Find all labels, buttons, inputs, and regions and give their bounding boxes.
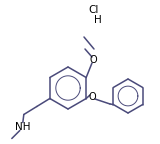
Text: O: O <box>88 92 96 102</box>
Text: H: H <box>94 15 102 25</box>
Text: NH: NH <box>15 122 31 131</box>
Text: O: O <box>89 55 97 65</box>
Text: Cl: Cl <box>88 5 98 15</box>
